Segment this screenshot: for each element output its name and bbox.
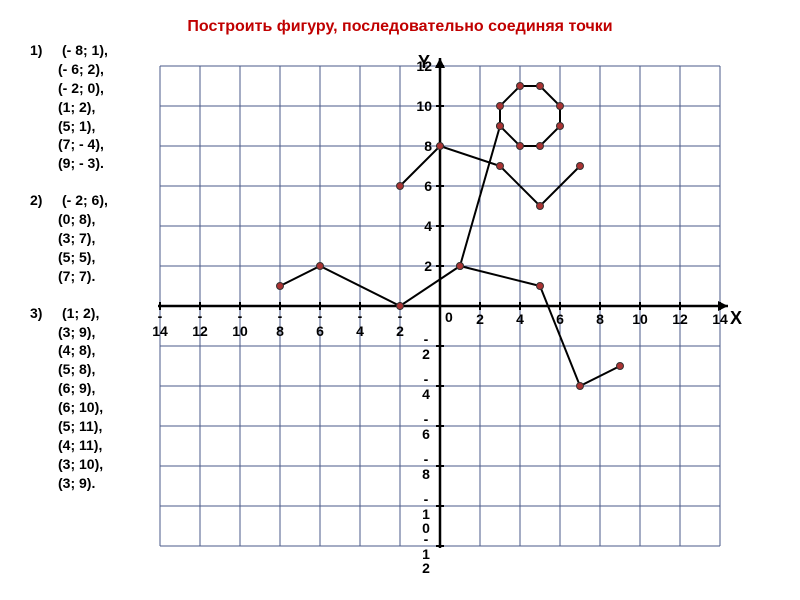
- svg-text:4: 4: [424, 218, 432, 234]
- svg-text:-: -: [424, 531, 429, 547]
- data-point: [617, 363, 624, 370]
- data-point: [397, 303, 404, 310]
- data-point: [537, 283, 544, 290]
- svg-text:-: -: [198, 308, 203, 324]
- svg-text:8: 8: [422, 466, 430, 482]
- svg-text:2: 2: [422, 560, 430, 576]
- coordinate-plot: XY-14-12-10-8-6-4-20246810121424681012-2…: [140, 36, 780, 576]
- svg-text:-: -: [158, 308, 163, 324]
- data-point: [317, 263, 324, 270]
- svg-text:6: 6: [424, 178, 432, 194]
- svg-text:-: -: [318, 308, 323, 324]
- svg-text:10: 10: [632, 311, 648, 327]
- svg-text:-: -: [424, 491, 429, 507]
- x-axis-label: X: [730, 308, 742, 328]
- content-area: 1)(- 8; 1),(- 6; 2),(- 2; 0),(1; 2),(5; …: [0, 36, 800, 596]
- svg-text:-: -: [424, 371, 429, 387]
- svg-text:4: 4: [356, 323, 364, 339]
- svg-text:12: 12: [192, 323, 208, 339]
- data-point: [557, 103, 564, 110]
- data-point: [277, 283, 284, 290]
- data-point: [517, 143, 524, 150]
- svg-text:8: 8: [276, 323, 284, 339]
- svg-text:10: 10: [232, 323, 248, 339]
- svg-text:2: 2: [424, 258, 432, 274]
- data-point: [517, 83, 524, 90]
- data-point: [577, 163, 584, 170]
- svg-text:6: 6: [422, 426, 430, 442]
- svg-text:2: 2: [476, 311, 484, 327]
- point-text: (1; 2),: [56, 305, 99, 321]
- svg-text:-: -: [424, 451, 429, 467]
- svg-text:12: 12: [416, 58, 432, 74]
- svg-text:2: 2: [422, 346, 430, 362]
- page-title: Построить фигуру, последовательно соедин…: [0, 0, 800, 36]
- svg-text:14: 14: [152, 323, 168, 339]
- data-point: [497, 103, 504, 110]
- data-point: [457, 263, 464, 270]
- svg-text:-: -: [238, 308, 243, 324]
- data-point: [537, 203, 544, 210]
- figure-path-2: [400, 146, 580, 206]
- svg-text:-: -: [424, 331, 429, 347]
- point-text: (- 8; 1),: [56, 42, 108, 58]
- svg-text:12: 12: [672, 311, 688, 327]
- group-number: 1): [30, 41, 56, 60]
- data-point: [397, 183, 404, 190]
- point-text: (- 2; 6),: [56, 192, 108, 208]
- svg-text:6: 6: [316, 323, 324, 339]
- svg-text:0: 0: [445, 309, 453, 325]
- svg-text:4: 4: [422, 386, 430, 402]
- data-point: [577, 383, 584, 390]
- svg-text:-: -: [398, 308, 403, 324]
- svg-text:8: 8: [424, 138, 432, 154]
- svg-text:6: 6: [556, 311, 564, 327]
- svg-text:8: 8: [596, 311, 604, 327]
- data-point: [537, 143, 544, 150]
- svg-text:-: -: [278, 308, 283, 324]
- svg-text:14: 14: [712, 311, 728, 327]
- svg-text:4: 4: [516, 311, 524, 327]
- group-number: 2): [30, 191, 56, 210]
- data-point: [557, 123, 564, 130]
- svg-text:-: -: [358, 308, 363, 324]
- group-number: 3): [30, 304, 56, 323]
- svg-text:10: 10: [416, 98, 432, 114]
- svg-text:2: 2: [396, 323, 404, 339]
- data-point: [437, 143, 444, 150]
- data-point: [537, 83, 544, 90]
- data-point: [497, 123, 504, 130]
- figure-path-1: [280, 266, 620, 386]
- svg-text:-: -: [424, 411, 429, 427]
- data-point: [497, 163, 504, 170]
